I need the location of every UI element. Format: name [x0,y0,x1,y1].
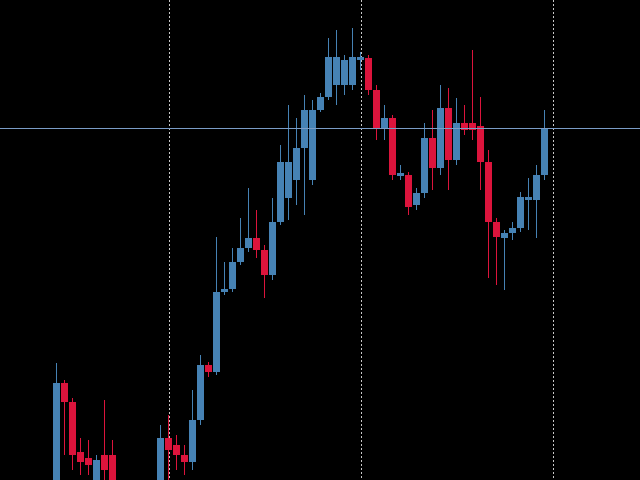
candle-body [373,90,380,128]
candle-body [413,193,420,205]
candle-body [357,57,364,60]
candle-body [253,238,260,250]
candle-body [461,123,468,130]
candle-body [437,108,444,168]
candle-body [77,452,84,462]
candle-body [493,222,500,237]
candle-body [181,455,188,462]
candle-body [237,248,244,262]
candle-body [109,455,116,480]
candle-body [173,445,180,455]
candle-body [453,123,460,160]
candle-body [101,455,108,470]
candle-body [269,222,276,275]
candle-body [429,138,436,168]
candle-body [333,57,340,85]
candle-body [381,118,388,128]
candle-body [421,138,428,193]
candle-body [197,365,204,420]
candle-body [277,162,284,222]
candle-body [317,97,324,110]
candle-body [61,383,68,402]
candle-body [285,162,292,198]
candle-body [221,289,228,292]
candle-body [389,118,396,175]
candle-body [525,197,532,200]
candle-body [501,233,508,238]
candle-body [157,438,164,480]
candle-body [405,175,412,207]
candle-body [293,148,300,180]
candle-body [93,460,100,480]
candle-body [469,123,476,130]
candle-body [541,128,548,175]
candle-body [325,57,332,97]
candle-body [245,238,252,248]
candle-body [349,57,356,85]
candle-body [205,365,212,372]
candle-body [309,110,316,180]
candle-body [477,126,484,162]
candle-body [509,228,516,233]
candle-body [53,383,60,480]
candle-body [365,58,372,90]
candle-body [261,250,268,275]
candle-body [341,60,348,85]
candle-body [485,162,492,222]
candle-body [85,458,92,465]
candle-body [533,175,540,200]
candle-body [445,108,452,160]
candle-body [213,292,220,372]
candle-body [229,262,236,289]
candle-body [69,402,76,455]
candle-body [397,173,404,176]
candle-body [165,438,172,450]
candle-body [517,197,524,228]
candle-body [189,420,196,462]
